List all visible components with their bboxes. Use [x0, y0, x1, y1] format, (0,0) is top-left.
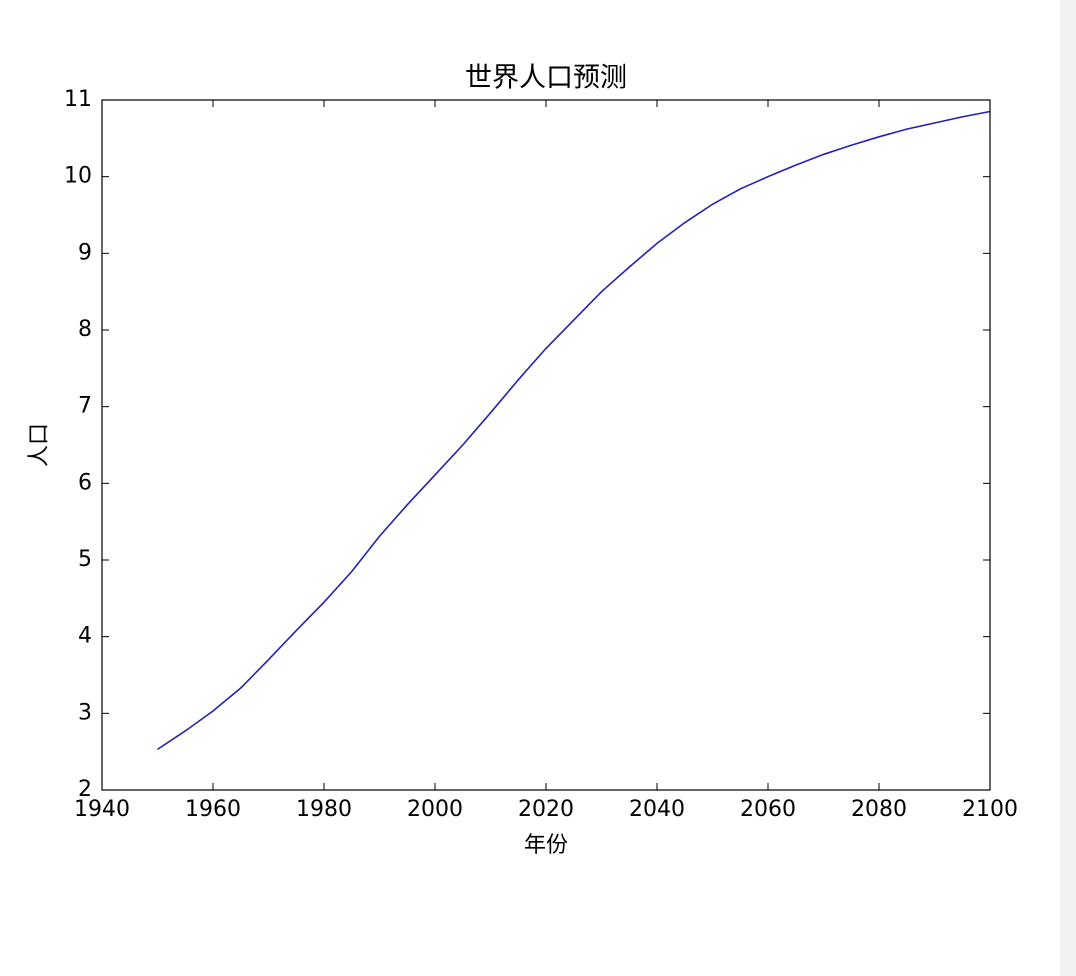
y-tick-label: 11 [64, 87, 92, 112]
x-tick-label: 2040 [629, 797, 685, 822]
plot-frame [101, 99, 991, 791]
x-tick-label: 2020 [518, 797, 574, 822]
x-axis-label: 年份 [524, 833, 568, 858]
x-tick-label: 1940 [74, 797, 130, 822]
y-tick-label: 2 [78, 777, 92, 802]
y-tick-label: 3 [78, 700, 92, 725]
y-tick-label: 6 [78, 470, 92, 495]
x-tick-label: 2080 [851, 797, 907, 822]
x-tick-label: 2000 [407, 797, 463, 822]
y-tick-label: 7 [78, 394, 92, 419]
chart-title: 世界人口预测 [465, 63, 627, 94]
y-tick-label: 10 [64, 164, 92, 189]
x-tick-label: 1960 [185, 797, 241, 822]
y-tick-label: 8 [78, 317, 92, 342]
x-tick-label: 1980 [296, 797, 352, 822]
y-tick-label: 5 [78, 547, 92, 572]
y-axis-label: 人口 [27, 423, 52, 467]
side-strip [1060, 0, 1076, 976]
y-tick-label: 4 [78, 624, 92, 649]
x-tick-label: 2100 [962, 797, 1018, 822]
line [157, 110, 991, 751]
x-tick-label: 2060 [740, 797, 796, 822]
y-tick-label: 9 [78, 240, 92, 265]
